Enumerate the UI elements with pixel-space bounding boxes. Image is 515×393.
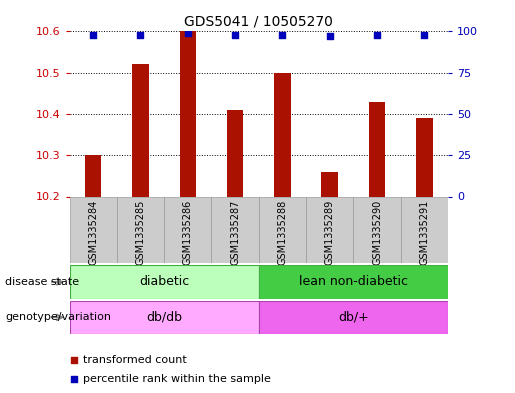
Text: GSM1335290: GSM1335290 bbox=[372, 200, 382, 265]
Text: db/db: db/db bbox=[146, 311, 182, 324]
Title: GDS5041 / 10505270: GDS5041 / 10505270 bbox=[184, 15, 333, 29]
Text: GSM1335284: GSM1335284 bbox=[88, 200, 98, 265]
Bar bbox=[353, 196, 401, 263]
Text: GSM1335287: GSM1335287 bbox=[230, 200, 240, 265]
Text: lean non-diabetic: lean non-diabetic bbox=[299, 275, 408, 288]
Bar bbox=[180, 31, 196, 196]
Bar bbox=[306, 196, 353, 263]
Text: diabetic: diabetic bbox=[139, 275, 190, 288]
Text: percentile rank within the sample: percentile rank within the sample bbox=[83, 374, 271, 384]
Bar bbox=[259, 265, 448, 299]
Point bbox=[89, 31, 97, 38]
Point bbox=[70, 376, 78, 382]
Point bbox=[231, 31, 239, 38]
Point bbox=[373, 31, 381, 38]
Bar bbox=[416, 118, 433, 196]
Bar bbox=[401, 196, 448, 263]
Text: db/+: db/+ bbox=[338, 311, 369, 324]
Bar bbox=[227, 110, 244, 196]
Text: GSM1335289: GSM1335289 bbox=[325, 200, 335, 265]
Bar bbox=[70, 196, 117, 263]
Bar bbox=[117, 196, 164, 263]
Text: disease state: disease state bbox=[5, 277, 79, 287]
Bar bbox=[369, 101, 385, 196]
Text: GSM1335291: GSM1335291 bbox=[419, 200, 430, 265]
Point bbox=[325, 33, 334, 40]
Bar bbox=[259, 301, 448, 334]
Point bbox=[70, 356, 78, 363]
Text: GSM1335286: GSM1335286 bbox=[183, 200, 193, 265]
Point bbox=[184, 30, 192, 36]
Bar bbox=[85, 155, 101, 196]
Bar bbox=[164, 196, 212, 263]
Text: genotype/variation: genotype/variation bbox=[5, 312, 111, 322]
Bar bbox=[212, 196, 259, 263]
Point bbox=[278, 31, 286, 38]
Bar bbox=[321, 172, 338, 196]
Bar bbox=[70, 301, 259, 334]
Text: GSM1335285: GSM1335285 bbox=[135, 200, 146, 265]
Text: GSM1335288: GSM1335288 bbox=[278, 200, 287, 265]
Text: transformed count: transformed count bbox=[83, 354, 187, 365]
Bar bbox=[259, 196, 306, 263]
Bar bbox=[274, 73, 291, 196]
Point bbox=[136, 31, 145, 38]
Bar bbox=[70, 265, 259, 299]
Point bbox=[420, 31, 428, 38]
Bar bbox=[132, 64, 149, 196]
